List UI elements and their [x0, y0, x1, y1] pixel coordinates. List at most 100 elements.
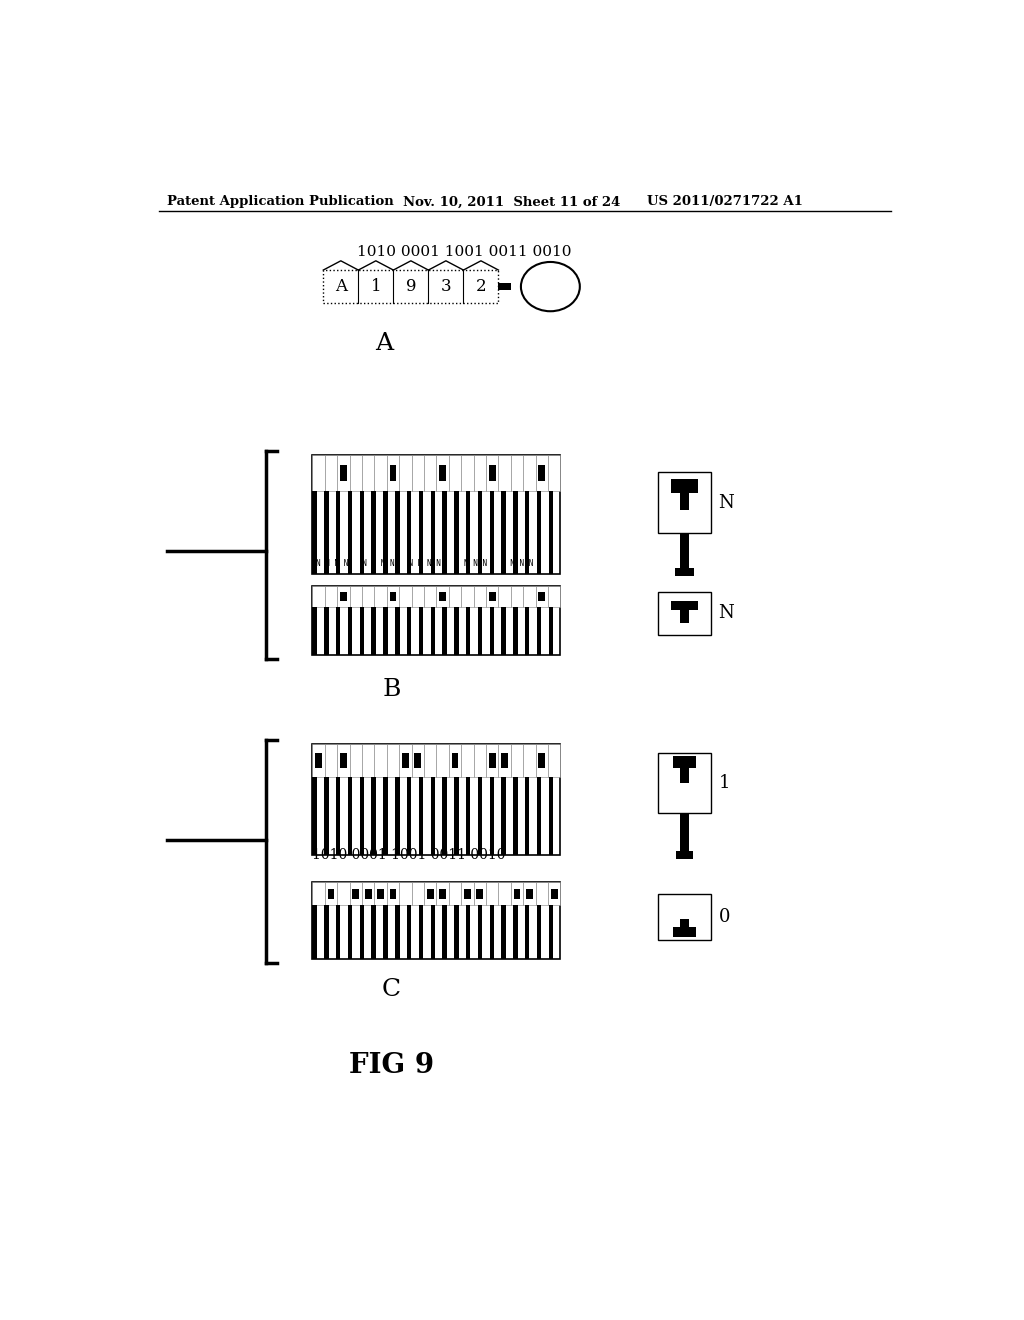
Bar [315, 752, 322, 768]
Bar [336, 906, 341, 960]
Bar [511, 586, 523, 607]
Bar [407, 777, 412, 855]
Bar [549, 491, 553, 574]
Bar [439, 465, 446, 480]
Bar [501, 752, 508, 768]
Bar [549, 777, 553, 855]
Bar [680, 919, 689, 927]
Bar [336, 777, 341, 855]
Bar [548, 586, 560, 607]
Bar [548, 455, 560, 491]
Bar [348, 777, 352, 855]
Bar [486, 882, 499, 906]
Bar [325, 455, 337, 491]
Bar [407, 491, 412, 574]
Bar [523, 455, 536, 491]
Bar [514, 888, 520, 899]
Bar [488, 591, 496, 601]
Bar [372, 491, 376, 574]
Bar [407, 607, 412, 655]
Bar [536, 882, 548, 906]
Bar [312, 491, 316, 574]
Bar [455, 491, 459, 574]
Bar [395, 906, 399, 960]
Bar [449, 743, 461, 777]
Bar [476, 888, 483, 899]
Bar [325, 607, 329, 655]
Bar [658, 471, 711, 533]
Bar [442, 906, 446, 960]
Bar [461, 586, 474, 607]
Bar [325, 906, 329, 960]
Bar [362, 882, 375, 906]
Text: 9: 9 [406, 279, 416, 296]
Bar [399, 586, 412, 607]
Text: 1010 0001 1001 0011 0010: 1010 0001 1001 0011 0010 [356, 244, 571, 259]
Bar [359, 491, 365, 574]
Bar [387, 455, 399, 491]
Bar [539, 752, 545, 768]
Bar [499, 455, 511, 491]
Bar [486, 743, 499, 777]
Bar [336, 491, 341, 574]
Bar [372, 906, 376, 960]
Text: N: N [719, 605, 734, 623]
Bar [486, 455, 499, 491]
Text: 1: 1 [371, 279, 381, 296]
Bar [436, 586, 449, 607]
Bar [375, 882, 387, 906]
Bar [348, 906, 352, 960]
Bar [436, 743, 449, 777]
Bar [312, 777, 316, 855]
Bar [325, 743, 337, 777]
Bar [523, 882, 536, 906]
Bar [526, 888, 532, 899]
Bar [680, 533, 689, 568]
Bar [389, 591, 396, 601]
Bar [486, 586, 499, 607]
Bar [536, 586, 548, 607]
Text: A: A [335, 279, 347, 296]
Bar [312, 455, 325, 491]
Bar [387, 743, 399, 777]
Bar [430, 906, 435, 960]
Bar [312, 586, 560, 655]
Bar [525, 491, 529, 574]
Bar [387, 586, 399, 607]
Bar [362, 455, 375, 491]
Bar [537, 491, 542, 574]
Bar [349, 743, 362, 777]
Bar [675, 568, 694, 576]
Bar [449, 586, 461, 607]
Bar [419, 906, 423, 960]
Bar [389, 465, 396, 480]
Bar [372, 607, 376, 655]
Bar [312, 906, 316, 960]
Bar [536, 455, 548, 491]
Bar [412, 455, 424, 491]
Bar [525, 777, 529, 855]
Bar [407, 906, 412, 960]
Bar [489, 777, 494, 855]
Bar [551, 888, 558, 899]
Bar [549, 906, 553, 960]
Bar [383, 777, 388, 855]
Bar [312, 586, 325, 607]
Bar [402, 752, 409, 768]
Bar [523, 743, 536, 777]
Text: 1010 0001 1001 0011 0010: 1010 0001 1001 0011 0010 [312, 847, 506, 862]
Bar [430, 607, 435, 655]
Bar [312, 882, 325, 906]
Bar [325, 882, 337, 906]
Bar [399, 882, 412, 906]
Text: FIG 9: FIG 9 [349, 1052, 434, 1078]
Bar [359, 607, 365, 655]
Bar [395, 491, 399, 574]
Text: A: A [375, 331, 393, 355]
Bar [424, 743, 436, 777]
Bar [359, 906, 365, 960]
Bar [455, 777, 459, 855]
Bar [658, 593, 711, 635]
Bar [658, 894, 711, 940]
Bar [424, 882, 436, 906]
